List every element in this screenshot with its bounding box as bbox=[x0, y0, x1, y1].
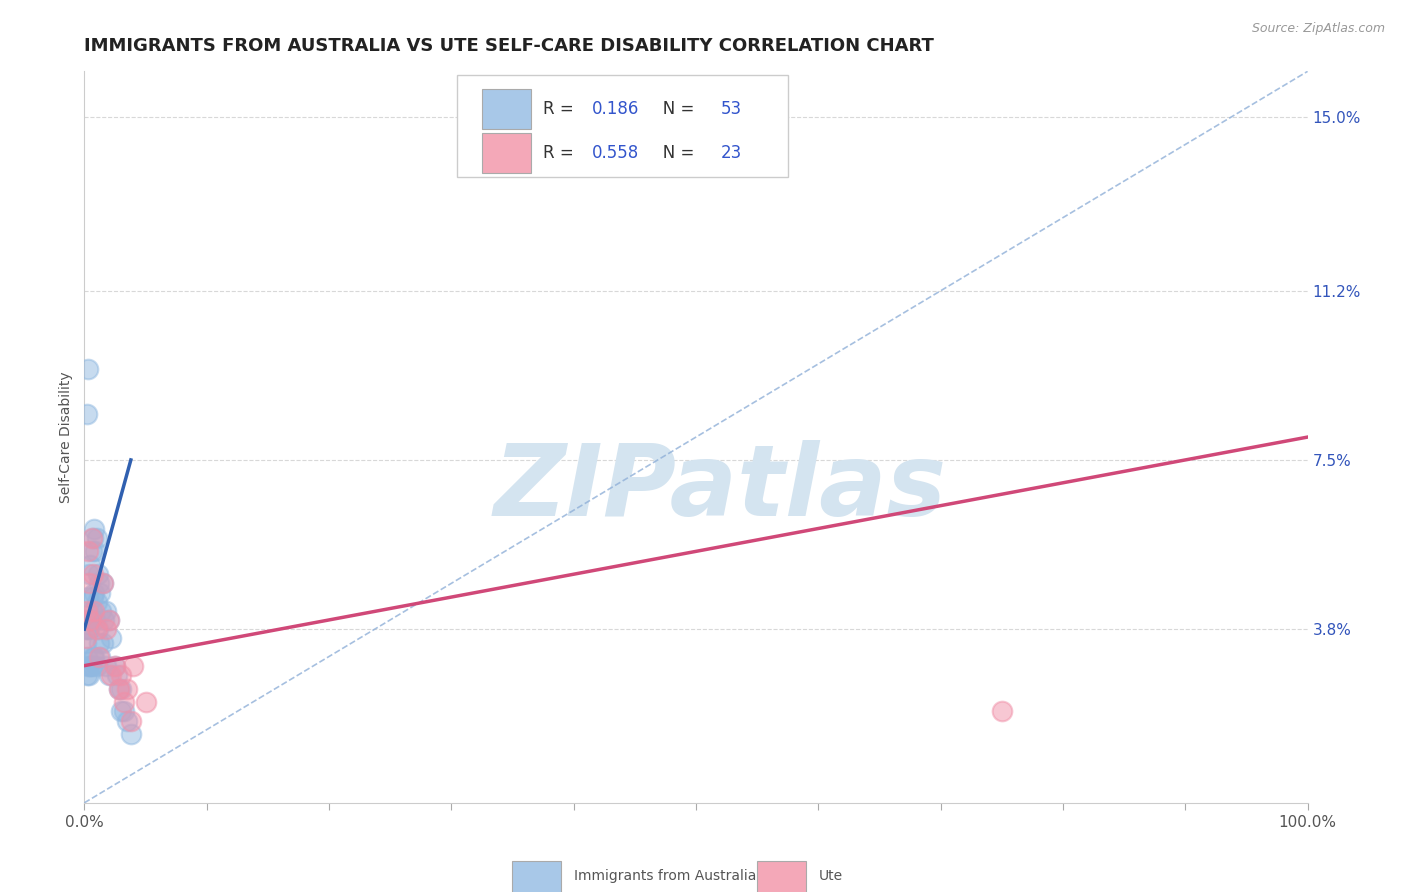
Point bbox=[105, 667, 128, 681]
Point bbox=[120, 714, 142, 728]
Point bbox=[80, 531, 103, 545]
Point bbox=[77, 567, 100, 582]
Point bbox=[76, 649, 98, 664]
Point bbox=[97, 667, 120, 681]
Point bbox=[112, 695, 135, 709]
Point bbox=[91, 636, 114, 650]
Point bbox=[84, 613, 107, 627]
Point bbox=[82, 649, 104, 664]
Point bbox=[83, 649, 105, 664]
Point bbox=[107, 681, 129, 696]
FancyBboxPatch shape bbox=[513, 862, 561, 892]
Y-axis label: Self-Care Disability: Self-Care Disability bbox=[59, 371, 73, 503]
Point bbox=[79, 558, 101, 573]
Point bbox=[77, 622, 100, 636]
Point bbox=[115, 714, 138, 728]
Point bbox=[77, 576, 100, 591]
Point bbox=[76, 667, 98, 681]
Point bbox=[89, 649, 111, 664]
Point bbox=[86, 531, 108, 545]
Text: N =: N = bbox=[647, 144, 700, 161]
Point bbox=[96, 604, 118, 618]
Text: R =: R = bbox=[543, 144, 579, 161]
Point bbox=[120, 727, 142, 741]
Point bbox=[77, 590, 100, 604]
Point bbox=[83, 604, 105, 618]
Point bbox=[87, 567, 110, 582]
Point bbox=[90, 604, 112, 618]
Point bbox=[77, 544, 100, 558]
Text: 0.558: 0.558 bbox=[592, 144, 640, 161]
Point bbox=[87, 576, 110, 591]
Text: 23: 23 bbox=[720, 144, 742, 161]
Point bbox=[87, 649, 110, 664]
Point bbox=[84, 544, 107, 558]
Point bbox=[83, 521, 105, 535]
Text: N =: N = bbox=[647, 100, 700, 118]
FancyBboxPatch shape bbox=[482, 89, 531, 129]
Point bbox=[100, 632, 122, 646]
Point bbox=[96, 658, 118, 673]
Point bbox=[89, 585, 111, 599]
FancyBboxPatch shape bbox=[482, 133, 531, 173]
Point bbox=[110, 705, 132, 719]
Point bbox=[79, 658, 101, 673]
Text: Source: ZipAtlas.com: Source: ZipAtlas.com bbox=[1251, 22, 1385, 36]
Point bbox=[97, 613, 120, 627]
Point bbox=[86, 622, 108, 636]
Point bbox=[93, 613, 115, 627]
Point bbox=[87, 622, 110, 636]
Point bbox=[991, 705, 1014, 719]
Text: Immigrants from Australia: Immigrants from Australia bbox=[574, 869, 756, 883]
Point bbox=[100, 667, 122, 681]
Point bbox=[82, 567, 104, 582]
Point bbox=[79, 613, 101, 627]
Point bbox=[82, 590, 104, 604]
Point bbox=[79, 613, 101, 627]
Point bbox=[110, 667, 132, 681]
Point bbox=[75, 632, 97, 646]
Text: R =: R = bbox=[543, 100, 579, 118]
Point bbox=[122, 658, 145, 673]
Point bbox=[75, 622, 97, 636]
Point bbox=[76, 604, 98, 618]
Point bbox=[86, 595, 108, 609]
Point bbox=[96, 622, 118, 636]
Point bbox=[115, 681, 138, 696]
Point bbox=[91, 576, 114, 591]
Point bbox=[86, 658, 108, 673]
Point bbox=[104, 658, 127, 673]
Point bbox=[110, 681, 132, 696]
Text: IMMIGRANTS FROM AUSTRALIA VS UTE SELF-CARE DISABILITY CORRELATION CHART: IMMIGRANTS FROM AUSTRALIA VS UTE SELF-CA… bbox=[84, 37, 934, 54]
Point bbox=[87, 636, 110, 650]
Point bbox=[82, 531, 104, 545]
FancyBboxPatch shape bbox=[457, 75, 787, 178]
Point bbox=[77, 658, 100, 673]
Point bbox=[97, 613, 120, 627]
FancyBboxPatch shape bbox=[758, 862, 806, 892]
Point bbox=[77, 361, 100, 376]
Point bbox=[76, 613, 98, 627]
Point bbox=[80, 604, 103, 618]
Text: Ute: Ute bbox=[818, 869, 842, 883]
Point bbox=[80, 544, 103, 558]
Point bbox=[77, 667, 100, 681]
Point bbox=[83, 585, 105, 599]
Point bbox=[91, 576, 114, 591]
Point bbox=[135, 695, 157, 709]
Point bbox=[112, 705, 135, 719]
Text: 53: 53 bbox=[720, 100, 741, 118]
Point bbox=[107, 681, 129, 696]
Text: ZIPatlas: ZIPatlas bbox=[494, 440, 948, 537]
Point bbox=[104, 658, 127, 673]
Point bbox=[77, 622, 100, 636]
Text: 0.186: 0.186 bbox=[592, 100, 640, 118]
Point bbox=[80, 658, 103, 673]
Point bbox=[75, 636, 97, 650]
Point bbox=[76, 407, 98, 421]
